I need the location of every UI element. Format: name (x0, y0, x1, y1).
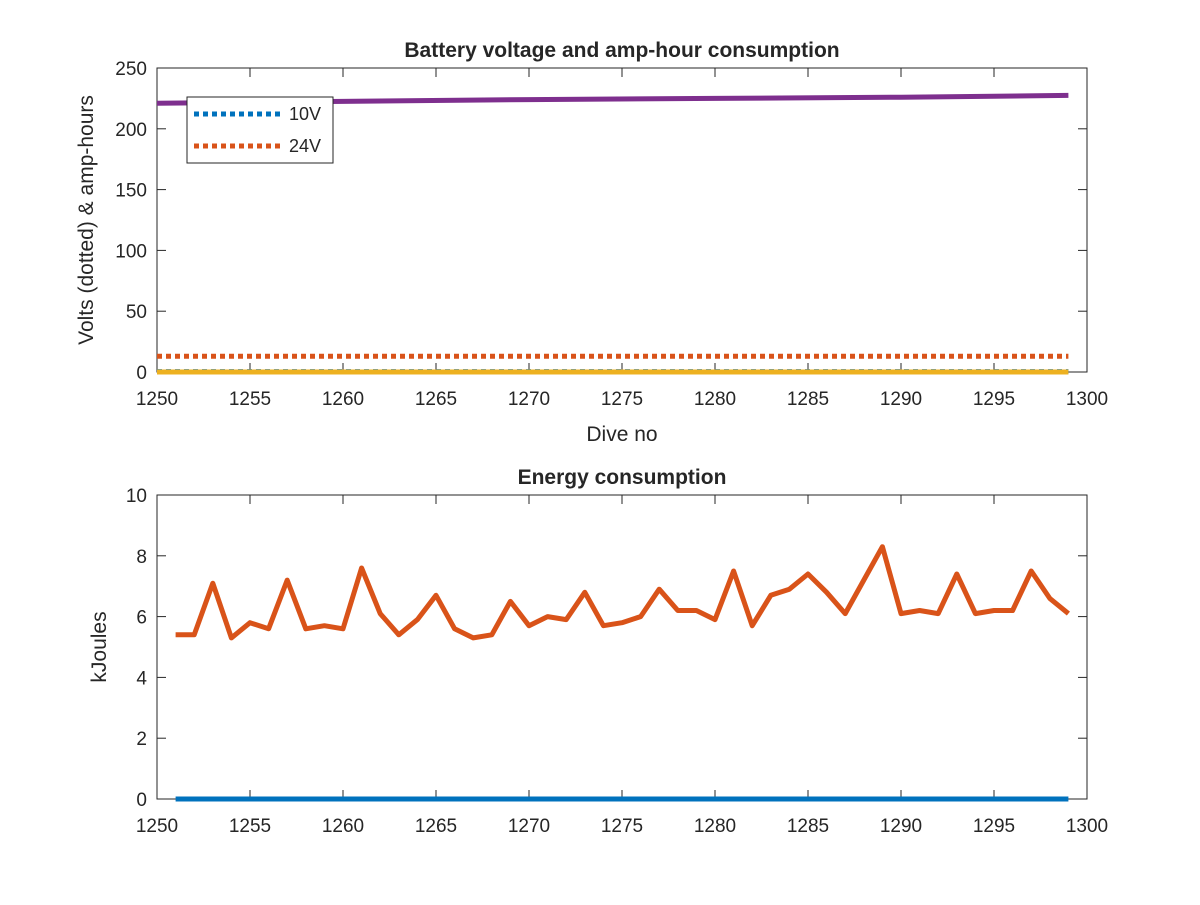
y-tick-labels: 0 50 100 150 200 250 (115, 59, 147, 384)
y-tick-label: 200 (115, 120, 147, 141)
x-tick-label: 1265 (415, 389, 457, 410)
x-axis-label: Dive no (586, 423, 657, 446)
x-tick-label: 1285 (787, 389, 829, 410)
y-tick-label: 150 (115, 181, 147, 202)
voltage-amphour-axes: 1250 1255 1260 1265 1270 1275 1280 1285 1290 1295… (75, 39, 1108, 446)
x-tick-label: 1280 (694, 816, 736, 837)
y-tick-label: 50 (126, 302, 147, 323)
legend-box (186, 96, 334, 164)
x-tick-label: 1275 (601, 816, 643, 837)
x-tick-labels: 1250 1255 1260 1265 1270 1275 1280 1285 1290 1295… (136, 389, 1108, 410)
y-axis-label: Volts (dotted) & amp-hours (75, 95, 98, 345)
x-tick-label: 1280 (694, 389, 736, 410)
x-tick-label: 1285 (787, 816, 829, 837)
x-tick-label: 1290 (880, 816, 922, 837)
y-tick-label: 0 (136, 363, 147, 384)
energy-axes: 1250 1255 1260 1265 1270 1275 1280 1285 1290 1295… (88, 466, 1108, 837)
x-tick-label: 1295 (973, 389, 1015, 410)
x-tick-labels: 1250 1255 1260 1265 1270 1275 1280 1285 1290 1295… (136, 816, 1108, 837)
y-tick-labels: 0 2 4 6 8 10 (126, 486, 148, 811)
y-tick-label: 4 (136, 668, 147, 689)
x-tick-label: 1260 (322, 816, 364, 837)
x-tick-label: 1255 (229, 816, 271, 837)
legend-label-24v: 24V (289, 136, 321, 156)
series-line-2 (175, 544, 1070, 641)
x-tick-label: 1275 (601, 389, 643, 410)
y-axis-label: kJoules (88, 611, 111, 682)
y-tick-label: 250 (115, 59, 147, 80)
x-tick-label: 1270 (508, 816, 550, 837)
y-tick-label: 8 (136, 547, 147, 568)
x-tick-label: 1250 (136, 389, 178, 410)
plot-area (156, 494, 1088, 800)
x-tick-label: 1260 (322, 389, 364, 410)
y-tick-label: 0 (136, 790, 147, 811)
x-tick-label: 1250 (136, 816, 178, 837)
chart-title: Energy consumption (518, 466, 727, 489)
x-tick-label: 1300 (1066, 389, 1108, 410)
x-tick-label: 1300 (1066, 816, 1108, 837)
y-tick-label: 2 (136, 729, 147, 750)
x-tick-label: 1265 (415, 816, 457, 837)
x-tick-label: 1290 (880, 389, 922, 410)
y-tick-label: 6 (136, 608, 147, 629)
y-tick-label: 10 (126, 486, 147, 507)
legend-label-10v: 10V (289, 104, 321, 124)
x-tick-label: 1295 (973, 816, 1015, 837)
legend[interactable]: 10V 24V (186, 96, 334, 164)
chart-title: Battery voltage and amp-hour consumption (404, 39, 839, 62)
x-tick-label: 1255 (229, 389, 271, 410)
x-tick-label: 1270 (508, 389, 550, 410)
y-tick-label: 100 (115, 241, 147, 262)
series-lines (175, 544, 1070, 802)
